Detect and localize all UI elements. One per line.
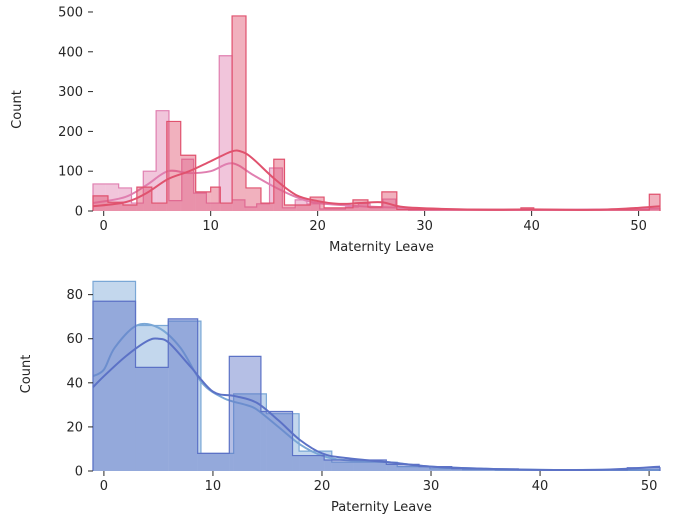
- histogram-bar: [93, 281, 136, 471]
- histogram-bar: [269, 168, 283, 211]
- series-2: [92, 15, 661, 211]
- histogram-bar: [324, 207, 353, 211]
- histogram-bar: [232, 15, 246, 211]
- x-tick-label: 10: [202, 219, 219, 234]
- histogram-outline: [92, 15, 661, 211]
- histogram-bar: [353, 459, 387, 471]
- y-axis-label: Count: [10, 90, 25, 129]
- histogram-bar: [364, 462, 398, 471]
- histogram-bar: [324, 459, 354, 471]
- histogram-bar: [197, 453, 230, 471]
- histogram-bar: [245, 187, 261, 211]
- histogram-bar: [151, 203, 167, 211]
- histogram-bar: [649, 194, 660, 211]
- histogram-bar: [367, 207, 382, 211]
- x-tick-label: 30: [423, 479, 440, 494]
- x-tick-label: 40: [523, 219, 540, 234]
- x-tick-label: 20: [314, 479, 331, 494]
- histogram-bar: [382, 199, 396, 211]
- histogram-bar: [219, 55, 233, 211]
- histogram-bar: [296, 205, 311, 211]
- histogram-bar: [649, 208, 660, 211]
- histogram-bar: [292, 455, 325, 471]
- y-tick-label: 400: [58, 45, 83, 60]
- kde-line: [92, 337, 661, 472]
- x-tick-label: 0: [100, 479, 108, 494]
- histogram-bar: [319, 209, 333, 211]
- x-tick-label: 10: [205, 479, 222, 494]
- histogram-bar: [244, 207, 257, 211]
- histogram-bar: [135, 367, 169, 471]
- histogram-bar: [451, 468, 485, 471]
- histogram-bar: [345, 207, 359, 211]
- x-tick-label: 30: [416, 219, 433, 234]
- histogram-bar: [168, 318, 198, 471]
- y-tick-label: 500: [58, 5, 83, 20]
- histogram-bar: [352, 199, 368, 211]
- x-axis-label: Paternity Leave: [331, 500, 432, 515]
- histogram-bar: [397, 466, 430, 471]
- x-tick-label: 20: [309, 219, 326, 234]
- histogram-bar: [332, 209, 346, 211]
- y-tick-label: 0: [75, 205, 83, 220]
- histogram-bar: [210, 187, 221, 211]
- kde-line: [92, 149, 661, 211]
- y-tick-label: 0: [75, 465, 83, 480]
- histogram-bar: [195, 191, 211, 211]
- series-2: [92, 300, 661, 472]
- histogram-bar: [220, 203, 233, 211]
- histogram-bar: [256, 203, 270, 211]
- histogram-bar: [168, 200, 182, 211]
- y-tick-label: 200: [58, 125, 83, 140]
- histogram-bar: [232, 199, 245, 211]
- histogram-bar: [419, 466, 452, 471]
- histogram-bar: [386, 464, 420, 471]
- histogram-bar: [284, 205, 297, 211]
- histogram-bar: [200, 453, 234, 471]
- histogram-bar: [260, 411, 293, 471]
- y-tick-label: 80: [66, 288, 83, 303]
- series-1: [92, 280, 660, 471]
- histogram-bar: [93, 301, 136, 471]
- histogram-bar: [206, 203, 220, 211]
- histogram-bar: [462, 469, 496, 471]
- histogram-bar: [180, 155, 196, 211]
- y-tick-label: 100: [58, 165, 83, 180]
- x-tick-label: 50: [641, 479, 658, 494]
- panel-2: 0 10 20 30 40 50 0 20 40 60 80 Paternity Leave Count: [19, 280, 661, 515]
- histogram-bar: [627, 467, 660, 471]
- x-tick-label: 40: [532, 479, 549, 494]
- histogram-bar: [156, 110, 169, 211]
- histogram-bar: [273, 159, 285, 211]
- x-tick-label: 0: [100, 219, 108, 234]
- histogram-bar: [166, 121, 181, 211]
- y-tick-label: 20: [66, 420, 83, 435]
- x-tick-label: 50: [630, 219, 647, 234]
- x-axis-label: Maternity Leave: [329, 240, 434, 255]
- histogram-bar: [193, 193, 207, 211]
- histogram-bar: [370, 207, 383, 211]
- histogram-bar: [331, 462, 365, 471]
- histogram-bar: [93, 195, 108, 211]
- histogram-bar: [107, 202, 123, 211]
- histogram-bar: [306, 203, 320, 211]
- histogram-bar: [122, 205, 137, 211]
- histogram-bar: [282, 207, 296, 211]
- y-tick-label: 60: [66, 332, 83, 347]
- histogram-bar: [381, 191, 397, 211]
- y-axis-label: Count: [19, 355, 34, 394]
- histogram-bar: [429, 468, 463, 471]
- histogram-bar: [135, 325, 169, 471]
- histogram-bar: [181, 159, 194, 211]
- histogram-bar: [93, 183, 106, 211]
- y-tick-label: 40: [66, 376, 83, 391]
- y-tick-label: 300: [58, 85, 83, 100]
- histogram-bar: [260, 203, 274, 211]
- histogram-bar: [229, 356, 261, 471]
- histogram-bar: [131, 203, 144, 211]
